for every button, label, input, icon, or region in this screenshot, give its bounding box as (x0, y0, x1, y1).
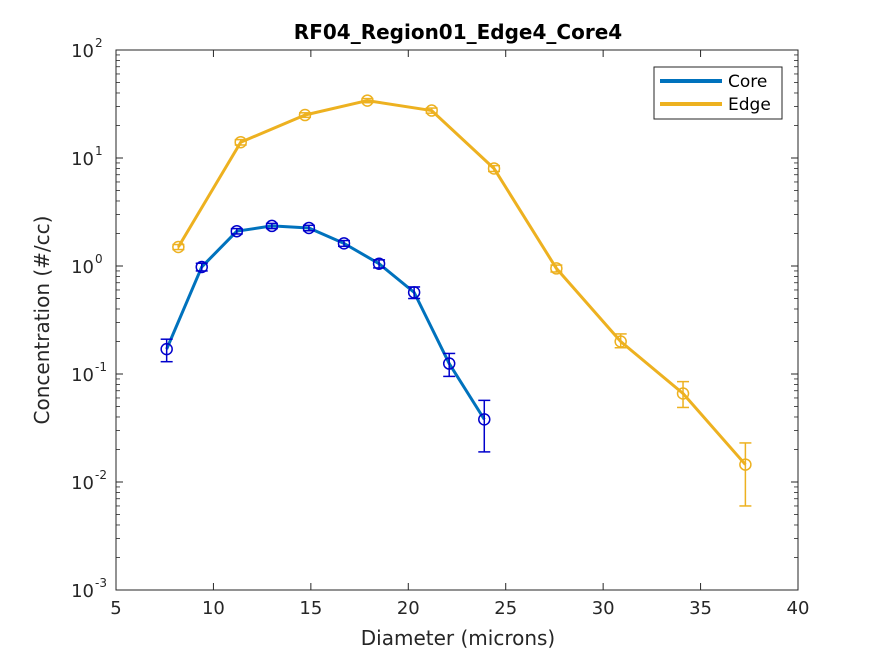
data-point (676, 387, 690, 400)
data-point (372, 257, 386, 270)
axes-box (115, 49, 799, 591)
chart-title: RF04_Region01_Edge4_Core4 (294, 20, 622, 44)
data-point (172, 240, 185, 254)
y-tick-exponent: 1 (95, 144, 103, 158)
y-tick-label: 10 (71, 365, 94, 386)
data-point (234, 135, 247, 149)
data-point (487, 162, 501, 175)
x-tick-label: 30 (592, 598, 615, 619)
x-tick-label: 20 (397, 598, 420, 619)
data-point (614, 335, 627, 348)
x-tick-label: 5 (110, 598, 121, 619)
y-tick-label: 10 (71, 257, 94, 278)
data-point (230, 224, 244, 238)
y-tick-label: 10 (71, 473, 94, 494)
data-point (550, 262, 563, 275)
legend-label-core: Core (728, 72, 767, 92)
series-line (165, 224, 486, 421)
data-point (425, 104, 438, 117)
data-point (739, 458, 752, 471)
y-tick-exponent: 2 (95, 36, 103, 50)
y-tick-exponent: -1 (95, 360, 107, 374)
data-point (442, 357, 456, 370)
data-point (298, 108, 312, 122)
x-tick-label: 10 (202, 598, 225, 619)
data-point (265, 219, 279, 233)
x-tick-label: 25 (494, 598, 517, 619)
y-tick-label: 10 (71, 581, 94, 602)
y-tick-exponent: 0 (95, 252, 103, 266)
x-tick-label: 40 (787, 598, 810, 619)
y-tick-label: 10 (71, 41, 94, 62)
y-tick-label: 10 (71, 149, 94, 170)
y-axis-label: Concentration (#/cc) (30, 216, 54, 425)
data-point (478, 413, 491, 426)
data-point (195, 260, 208, 274)
series-edge (172, 94, 752, 507)
data-point (337, 237, 351, 250)
data-point (160, 342, 173, 356)
series-core (160, 219, 491, 453)
y-tick-exponent: -2 (95, 468, 107, 482)
x-tick-label: 15 (299, 598, 322, 619)
data-point (361, 94, 374, 107)
series-line (177, 99, 747, 466)
legend: Core Edge (653, 66, 783, 120)
legend-box (653, 66, 783, 120)
data-point (407, 286, 421, 299)
y-tick-exponent: -3 (95, 576, 107, 590)
x-tick-label: 35 (689, 598, 712, 619)
x-axis-label: Diameter (microns) (361, 626, 555, 650)
legend-label-edge: Edge (728, 95, 771, 115)
data-point (302, 221, 316, 235)
